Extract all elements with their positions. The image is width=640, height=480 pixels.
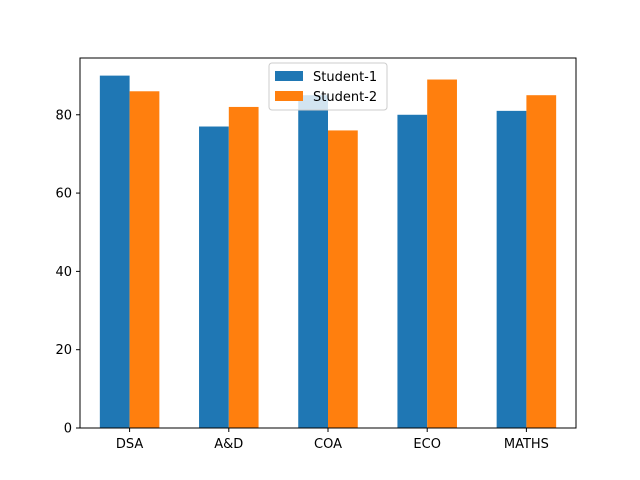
bars-layer: [99, 75, 557, 429]
legend: Student-1 Student-2: [268, 62, 388, 111]
x-tick-label: A&D: [214, 437, 243, 452]
x-tick-label: MATHS: [504, 437, 549, 452]
bar-student-2-eco: [427, 79, 457, 428]
bar-student-2-ad: [228, 106, 259, 428]
bar-student-1-coa: [298, 95, 328, 428]
legend-label-student-2: Student-2: [313, 90, 377, 105]
bar-student-2-coa: [328, 130, 358, 428]
legend-swatch-student-2: [275, 91, 303, 101]
x-tick-label: COA: [314, 437, 342, 452]
y-tick-label: 40: [55, 265, 72, 280]
bar-student-1-eco: [397, 114, 428, 429]
legend-label-student-1: Student-1: [313, 70, 377, 85]
bar-student-2-dsa: [129, 91, 160, 428]
y-tick-label: 0: [64, 422, 72, 437]
y-tick-label: 60: [55, 187, 72, 202]
bar-student-1-dsa: [99, 75, 130, 429]
bar-student-1-maths: [496, 110, 527, 429]
axes-layer: DSA A&D COA ECO MATHS 0 20 40 60 80: [55, 108, 548, 452]
y-tick-label: 80: [55, 108, 72, 123]
bar-student-2-maths: [526, 95, 557, 428]
legend-swatch-student-1: [275, 71, 303, 81]
x-tick-label: ECO: [413, 437, 441, 452]
y-tick-label: 20: [55, 343, 72, 358]
x-tick-label: DSA: [116, 437, 144, 452]
bar-student-1-ad: [199, 126, 229, 429]
